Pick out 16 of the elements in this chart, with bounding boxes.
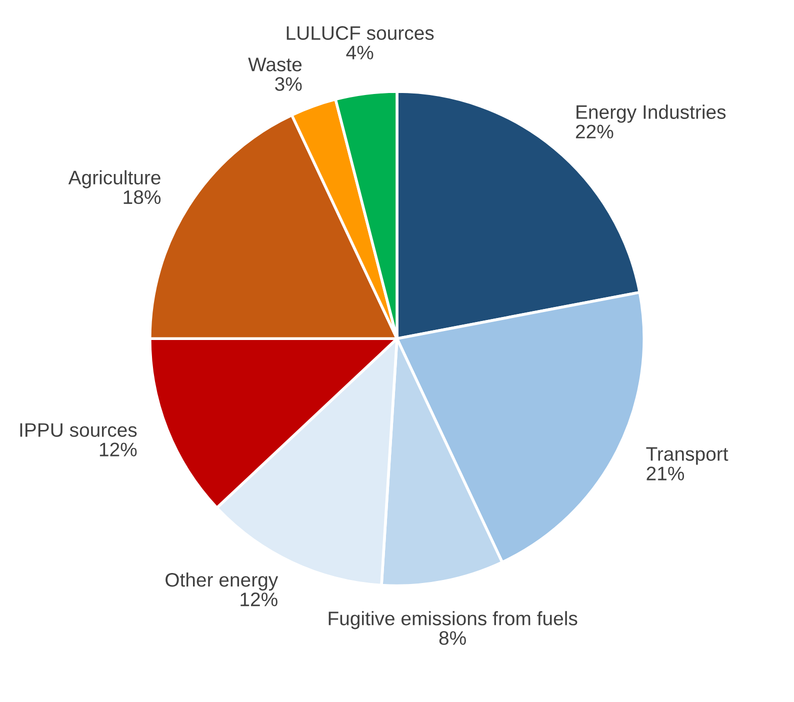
data-label: 21% (646, 466, 684, 480)
data-label: 22% (576, 124, 614, 138)
slice-label: Fugitive emissions from fuels (328, 611, 578, 630)
data-label: 4% (346, 46, 374, 60)
data-label: 8% (439, 631, 466, 645)
data-label: 3% (275, 77, 302, 91)
slice-label: IPPU sources (20, 423, 137, 437)
slice-label: Waste (248, 58, 302, 72)
slice-label: Energy Industries (576, 104, 726, 123)
data-label: 18% (124, 190, 161, 204)
data-label: 12% (240, 592, 278, 606)
slice-label: LULUCF sources (286, 26, 434, 40)
slice-label: Other energy (166, 572, 278, 591)
slice-label: Agriculture (68, 170, 160, 188)
slice-label: Transport (646, 447, 728, 465)
data-label: 12% (100, 442, 137, 456)
